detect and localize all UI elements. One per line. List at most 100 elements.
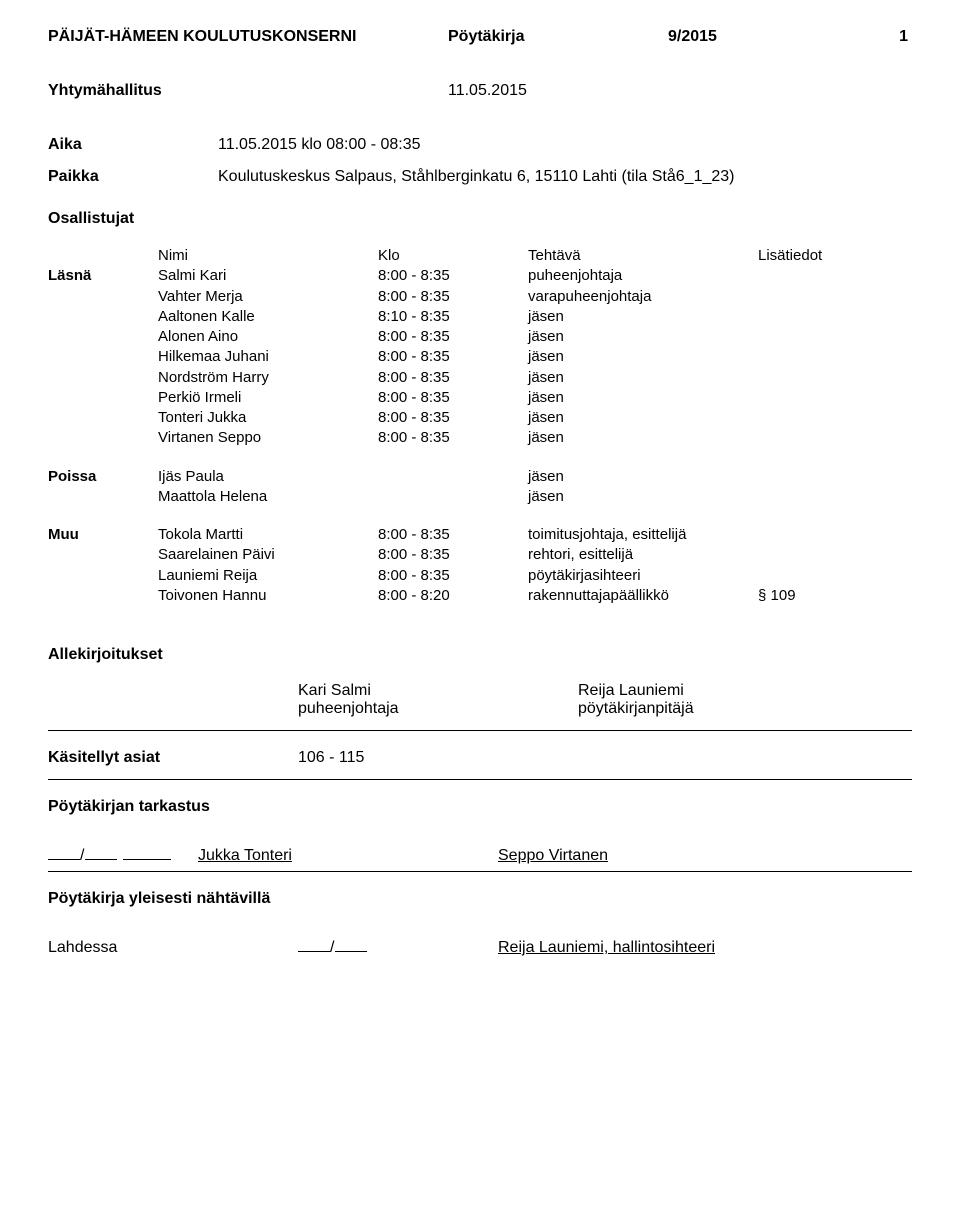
attendee-extra [758, 487, 912, 507]
group-label [48, 487, 158, 507]
attendee-time: 8:00 - 8:35 [378, 408, 528, 428]
kasitellyt-value: 106 - 115 [298, 749, 912, 767]
kasitellyt-label: Käsitellyt asiat [48, 749, 298, 767]
nahtavilla-row: Lahdessa / Reija Launiemi, hallintosihte… [48, 936, 912, 957]
tarkastus-signer-2: Seppo Virtanen [498, 847, 798, 865]
attendee-table: Nimi Klo Tehtävä Lisätiedot LäsnäSalmi K… [48, 246, 912, 606]
aika-value: 11.05.2015 klo 08:00 - 08:35 [218, 136, 912, 154]
attendee-header-row: Nimi Klo Tehtävä Lisätiedot [48, 246, 912, 266]
group-label: Muu [48, 525, 158, 545]
doc-type: Pöytäkirja [448, 28, 668, 46]
attendee-role: puheenjohtaja [528, 266, 758, 286]
attendee-time: 8:10 - 8:35 [378, 307, 528, 327]
signatures-block: Allekirjoitukset Kari Salmi Reija Launie… [48, 646, 912, 718]
page-root: PÄIJÄT-HÄMEEN KOULUTUSKONSERNI Pöytäkirj… [0, 0, 960, 997]
attendee-row: Launiemi Reija8:00 - 8:35pöytäkirjasihte… [48, 566, 912, 586]
attendee-role: jäsen [528, 347, 758, 367]
attendee-name: Nordström Harry [158, 368, 378, 388]
attendee-extra [758, 266, 912, 286]
sig-right-role: pöytäkirjanpitäjä [578, 700, 858, 718]
attendee-row: Tonteri Jukka8:00 - 8:35jäsen [48, 408, 912, 428]
nahtavilla-place: Lahdessa [48, 939, 298, 957]
attendee-time: 8:00 - 8:35 [378, 566, 528, 586]
meta-paikka: Paikka Koulutuskeskus Salpaus, Ståhlberg… [48, 168, 912, 186]
attendee-row: Vahter Merja8:00 - 8:35varapuheenjohtaja [48, 287, 912, 307]
page-number: 1 [868, 28, 908, 46]
aika-label: Aika [48, 136, 218, 154]
attendee-name: Virtanen Seppo [158, 428, 378, 448]
group-label [48, 368, 158, 388]
attendee-time: 8:00 - 8:35 [378, 347, 528, 367]
attendee-name: Tokola Martti [158, 525, 378, 545]
tarkastus-label: Pöytäkirjan tarkastus [48, 798, 912, 816]
separator [48, 871, 912, 872]
attendee-row: LäsnäSalmi Kari8:00 - 8:35puheenjohtaja [48, 266, 912, 286]
signatures-label: Allekirjoitukset [48, 646, 912, 664]
attendee-name: Aaltonen Kalle [158, 307, 378, 327]
attendee-row: Hilkemaa Juhani8:00 - 8:35jäsen [48, 347, 912, 367]
header-row: PÄIJÄT-HÄMEEN KOULUTUSKONSERNI Pöytäkirj… [48, 28, 912, 46]
date-blank: / [48, 844, 198, 865]
group-label [48, 408, 158, 428]
group-label [48, 545, 158, 565]
meeting-date: 11.05.2015 [448, 82, 668, 100]
col-tehtava: Tehtävä [528, 246, 758, 266]
attendee-name: Saarelainen Päivi [158, 545, 378, 565]
attendee-name: Maattola Helena [158, 487, 378, 507]
nahtavilla-name: Reija Launiemi, hallintosihteeri [498, 939, 912, 957]
paikka-label: Paikka [48, 168, 218, 186]
group-label [48, 307, 158, 327]
attendee-extra [758, 525, 912, 545]
attendee-time: 8:00 - 8:35 [378, 266, 528, 286]
meta-aika: Aika 11.05.2015 klo 08:00 - 08:35 [48, 136, 912, 154]
poissa-group: PoissaIjäs PaulajäsenMaattola Helenajäse… [48, 467, 912, 508]
attendee-row: Saarelainen Päivi8:00 - 8:35rehtori, esi… [48, 545, 912, 565]
attendee-extra [758, 307, 912, 327]
attendee-time: 8:00 - 8:35 [378, 525, 528, 545]
date-blank: / [298, 936, 498, 957]
attendee-row: PoissaIjäs Paulajäsen [48, 467, 912, 487]
group-label [48, 428, 158, 448]
attendee-row: Aaltonen Kalle8:10 - 8:35jäsen [48, 307, 912, 327]
attendee-name: Ijäs Paula [158, 467, 378, 487]
group-label: Läsnä [48, 266, 158, 286]
sig-left-role: puheenjohtaja [298, 700, 578, 718]
attendee-row: Maattola Helena jäsen [48, 487, 912, 507]
kasitellyt-row: Käsitellyt asiat 106 - 115 [48, 749, 912, 767]
tarkastus-sign-row: / Jukka Tonteri Seppo Virtanen [48, 844, 912, 865]
group-label [48, 347, 158, 367]
attendee-extra [758, 388, 912, 408]
tarkastus-signer-1: Jukka Tonteri [198, 847, 498, 865]
attendee-time: 8:00 - 8:35 [378, 327, 528, 347]
group-label [48, 287, 158, 307]
subheader-row: Yhtymähallitus 11.05.2015 [48, 82, 912, 100]
signatures-roles: puheenjohtaja pöytäkirjanpitäjä [298, 700, 912, 718]
sig-left-name: Kari Salmi [298, 682, 578, 700]
attendee-row: Perkiö Irmeli8:00 - 8:35jäsen [48, 388, 912, 408]
gap [48, 507, 912, 525]
attendee-extra [758, 287, 912, 307]
attendee-role: rehtori, esittelijä [528, 545, 758, 565]
attendee-extra [758, 545, 912, 565]
attendee-name: Tonteri Jukka [158, 408, 378, 428]
attendee-role: toimitusjohtaja, esittelijä [528, 525, 758, 545]
sig-right-name: Reija Launiemi [578, 682, 858, 700]
attendee-role: jäsen [528, 467, 758, 487]
org-name: PÄIJÄT-HÄMEEN KOULUTUSKONSERNI [48, 28, 448, 46]
separator [48, 779, 912, 780]
attendee-role: jäsen [528, 307, 758, 327]
attendee-extra [758, 327, 912, 347]
attendee-name: Alonen Aino [158, 327, 378, 347]
attendee-name: Vahter Merja [158, 287, 378, 307]
attendee-role: jäsen [528, 487, 758, 507]
attendee-role: jäsen [528, 408, 758, 428]
attendee-time: 8:00 - 8:35 [378, 428, 528, 448]
group-label [48, 388, 158, 408]
attendee-role: jäsen [528, 428, 758, 448]
osallistujat-label: Osallistujat [48, 210, 912, 228]
attendee-name: Toivonen Hannu [158, 586, 378, 606]
muu-group: MuuTokola Martti8:00 - 8:35toimitusjohta… [48, 525, 912, 606]
attendee-name: Hilkemaa Juhani [158, 347, 378, 367]
attendee-time [378, 487, 528, 507]
signatures-names: Kari Salmi Reija Launiemi [298, 682, 912, 700]
